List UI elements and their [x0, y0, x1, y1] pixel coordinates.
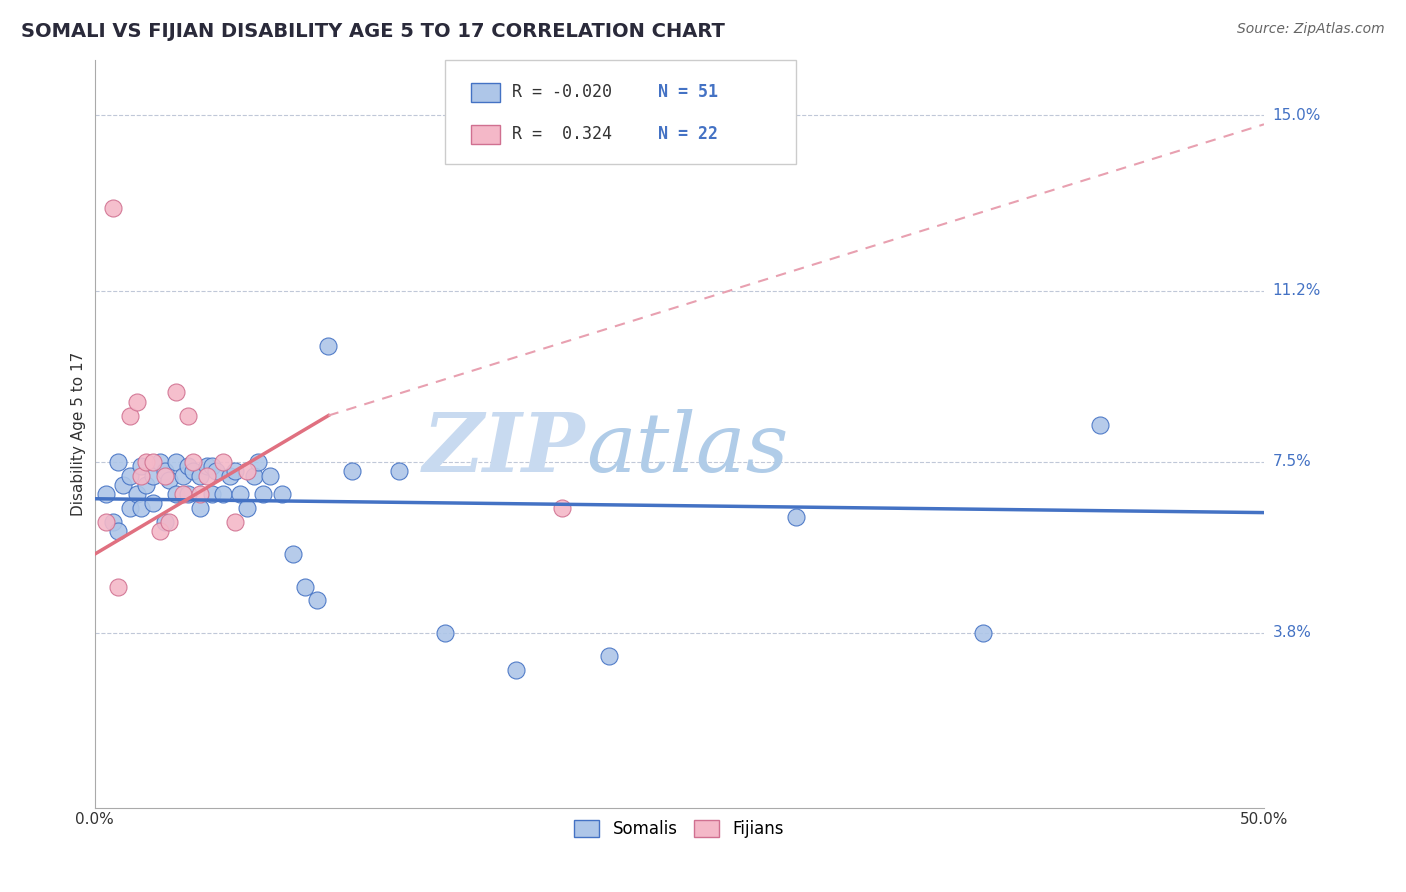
Point: [270, 487, 292, 501]
Point: [252, 487, 274, 501]
Point: [235, 464, 257, 478]
Point: [434, 625, 457, 640]
Point: [242, 468, 264, 483]
Point: [219, 468, 242, 483]
Point: [388, 464, 411, 478]
Point: [118, 468, 141, 483]
Text: 7.5%: 7.5%: [1272, 454, 1310, 469]
Point: [142, 496, 165, 510]
Point: [157, 473, 180, 487]
Point: [224, 464, 246, 478]
Point: [188, 500, 211, 515]
Text: 3.8%: 3.8%: [1272, 625, 1312, 640]
FancyBboxPatch shape: [446, 60, 796, 164]
Point: [135, 455, 157, 469]
Point: [131, 459, 153, 474]
Point: [224, 515, 246, 529]
Point: [172, 468, 194, 483]
Point: [294, 580, 316, 594]
Point: [165, 455, 187, 469]
Point: [142, 455, 165, 469]
Legend: Somalis, Fijians: Somalis, Fijians: [568, 814, 790, 845]
Point: [1090, 417, 1112, 432]
Point: [107, 455, 129, 469]
Point: [118, 409, 141, 423]
Point: [212, 455, 235, 469]
Point: [125, 487, 148, 501]
Point: [125, 394, 148, 409]
Point: [111, 478, 134, 492]
Point: [172, 487, 194, 501]
Text: 50.0%: 50.0%: [1240, 813, 1288, 827]
Point: [200, 459, 222, 474]
Point: [107, 580, 129, 594]
Point: [205, 464, 228, 478]
Point: [165, 487, 187, 501]
Text: atlas: atlas: [586, 409, 789, 489]
Point: [200, 487, 222, 501]
Point: [247, 455, 270, 469]
Point: [177, 487, 200, 501]
Point: [195, 459, 218, 474]
Point: [157, 515, 180, 529]
Point: [181, 455, 204, 469]
Text: N = 22: N = 22: [658, 126, 718, 144]
Point: [305, 25, 328, 39]
Text: ZIP: ZIP: [423, 409, 586, 489]
Point: [235, 500, 257, 515]
Y-axis label: Disability Age 5 to 17: Disability Age 5 to 17: [72, 352, 86, 516]
Point: [340, 464, 363, 478]
Point: [96, 515, 118, 529]
Point: [283, 547, 305, 561]
FancyBboxPatch shape: [471, 83, 501, 102]
Point: [103, 201, 125, 215]
Point: [195, 468, 218, 483]
Point: [177, 459, 200, 474]
Point: [212, 487, 235, 501]
Point: [149, 524, 172, 538]
Point: [318, 339, 340, 353]
Point: [149, 455, 172, 469]
FancyBboxPatch shape: [471, 125, 501, 144]
Point: [259, 468, 281, 483]
Point: [107, 524, 129, 538]
Text: SOMALI VS FIJIAN DISABILITY AGE 5 TO 17 CORRELATION CHART: SOMALI VS FIJIAN DISABILITY AGE 5 TO 17 …: [21, 22, 725, 41]
Point: [785, 510, 807, 524]
Point: [177, 409, 200, 423]
Point: [142, 468, 165, 483]
Point: [131, 468, 153, 483]
Point: [96, 487, 118, 501]
Point: [972, 625, 994, 640]
Text: R =  0.324: R = 0.324: [512, 126, 612, 144]
Point: [165, 385, 187, 400]
Text: R = -0.020: R = -0.020: [512, 83, 612, 102]
Point: [188, 468, 211, 483]
Point: [188, 487, 211, 501]
Point: [598, 648, 620, 663]
Point: [551, 500, 574, 515]
Text: Source: ZipAtlas.com: Source: ZipAtlas.com: [1237, 22, 1385, 37]
Point: [135, 478, 157, 492]
Text: 15.0%: 15.0%: [1272, 108, 1320, 122]
Point: [153, 464, 176, 478]
Point: [103, 515, 125, 529]
Text: 11.2%: 11.2%: [1272, 284, 1320, 298]
Point: [131, 500, 153, 515]
Point: [118, 500, 141, 515]
Point: [228, 487, 250, 501]
Point: [505, 663, 527, 677]
Point: [153, 468, 176, 483]
Text: 0.0%: 0.0%: [75, 813, 114, 827]
Text: N = 51: N = 51: [658, 83, 718, 102]
Point: [153, 515, 176, 529]
Point: [305, 593, 328, 607]
Point: [181, 464, 204, 478]
